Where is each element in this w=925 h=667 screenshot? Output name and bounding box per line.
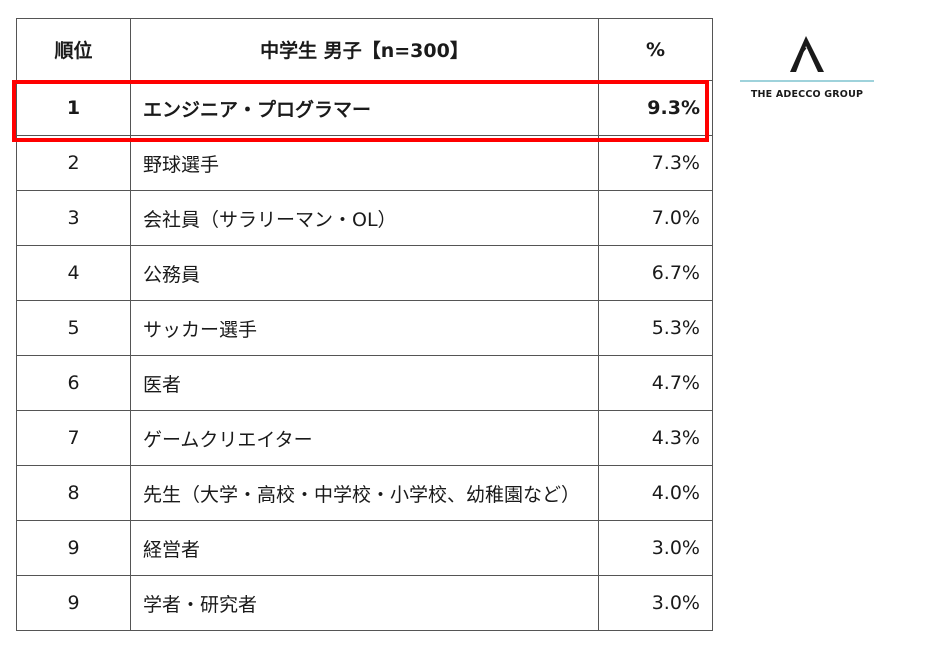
brand-name: THE ADECCO GROUP xyxy=(750,89,864,100)
rank-cell: 7 xyxy=(16,410,131,466)
percent-cell: 7.0% xyxy=(598,190,713,246)
rank-cell: 2 xyxy=(16,135,131,191)
ranking-table: 順位 中学生 男子【n=300】 % 1 エンジニア・プログラマー 9.3% 2… xyxy=(16,18,713,631)
job-cell: 学者・研究者 xyxy=(130,575,599,631)
table-row: 7 ゲームクリエイター 4.3% xyxy=(16,410,713,466)
rank-cell: 3 xyxy=(16,190,131,246)
table-row: 4 公務員 6.7% xyxy=(16,245,713,301)
rank-cell: 4 xyxy=(16,245,131,301)
job-cell: エンジニア・プログラマー xyxy=(130,80,599,136)
percent-cell: 6.7% xyxy=(598,245,713,301)
table-row: 3 会社員（サラリーマン・OL） 7.0% xyxy=(16,190,713,246)
rank-cell: 8 xyxy=(16,465,131,521)
table-row: 9 経営者 3.0% xyxy=(16,520,713,576)
job-cell: 経営者 xyxy=(130,520,599,576)
rank-cell: 9 xyxy=(16,575,131,631)
job-cell: 野球選手 xyxy=(130,135,599,191)
percent-cell: 3.0% xyxy=(598,575,713,631)
rank-cell: 5 xyxy=(16,300,131,356)
table-row: 1 エンジニア・プログラマー 9.3% xyxy=(16,80,713,136)
rank-cell: 6 xyxy=(16,355,131,411)
table-row: 9 学者・研究者 3.0% xyxy=(16,575,713,631)
table-header-row: 順位 中学生 男子【n=300】 % xyxy=(16,18,713,81)
percent-cell: 4.3% xyxy=(598,410,713,466)
job-cell: 公務員 xyxy=(130,245,599,301)
adecco-a-logo-icon xyxy=(740,36,874,82)
header-percent: % xyxy=(598,18,713,81)
percent-cell: 4.7% xyxy=(598,355,713,411)
header-job: 中学生 男子【n=300】 xyxy=(130,18,599,81)
rank-cell: 1 xyxy=(16,80,131,136)
percent-cell: 7.3% xyxy=(598,135,713,191)
job-cell: 会社員（サラリーマン・OL） xyxy=(130,190,599,246)
job-cell: サッカー選手 xyxy=(130,300,599,356)
adecco-logo: THE ADECCO GROUP xyxy=(740,34,874,104)
job-cell: 医者 xyxy=(130,355,599,411)
percent-cell: 4.0% xyxy=(598,465,713,521)
table-row: 8 先生（大学・高校・中学校・小学校、幼稚園など） 4.0% xyxy=(16,465,713,521)
job-cell: 先生（大学・高校・中学校・小学校、幼稚園など） xyxy=(130,465,599,521)
percent-cell: 9.3% xyxy=(598,80,713,136)
percent-cell: 3.0% xyxy=(598,520,713,576)
job-cell: ゲームクリエイター xyxy=(130,410,599,466)
table-row: 2 野球選手 7.3% xyxy=(16,135,713,191)
percent-cell: 5.3% xyxy=(598,300,713,356)
table-row: 5 サッカー選手 5.3% xyxy=(16,300,713,356)
table-row: 6 医者 4.7% xyxy=(16,355,713,411)
header-rank: 順位 xyxy=(16,18,131,81)
rank-cell: 9 xyxy=(16,520,131,576)
